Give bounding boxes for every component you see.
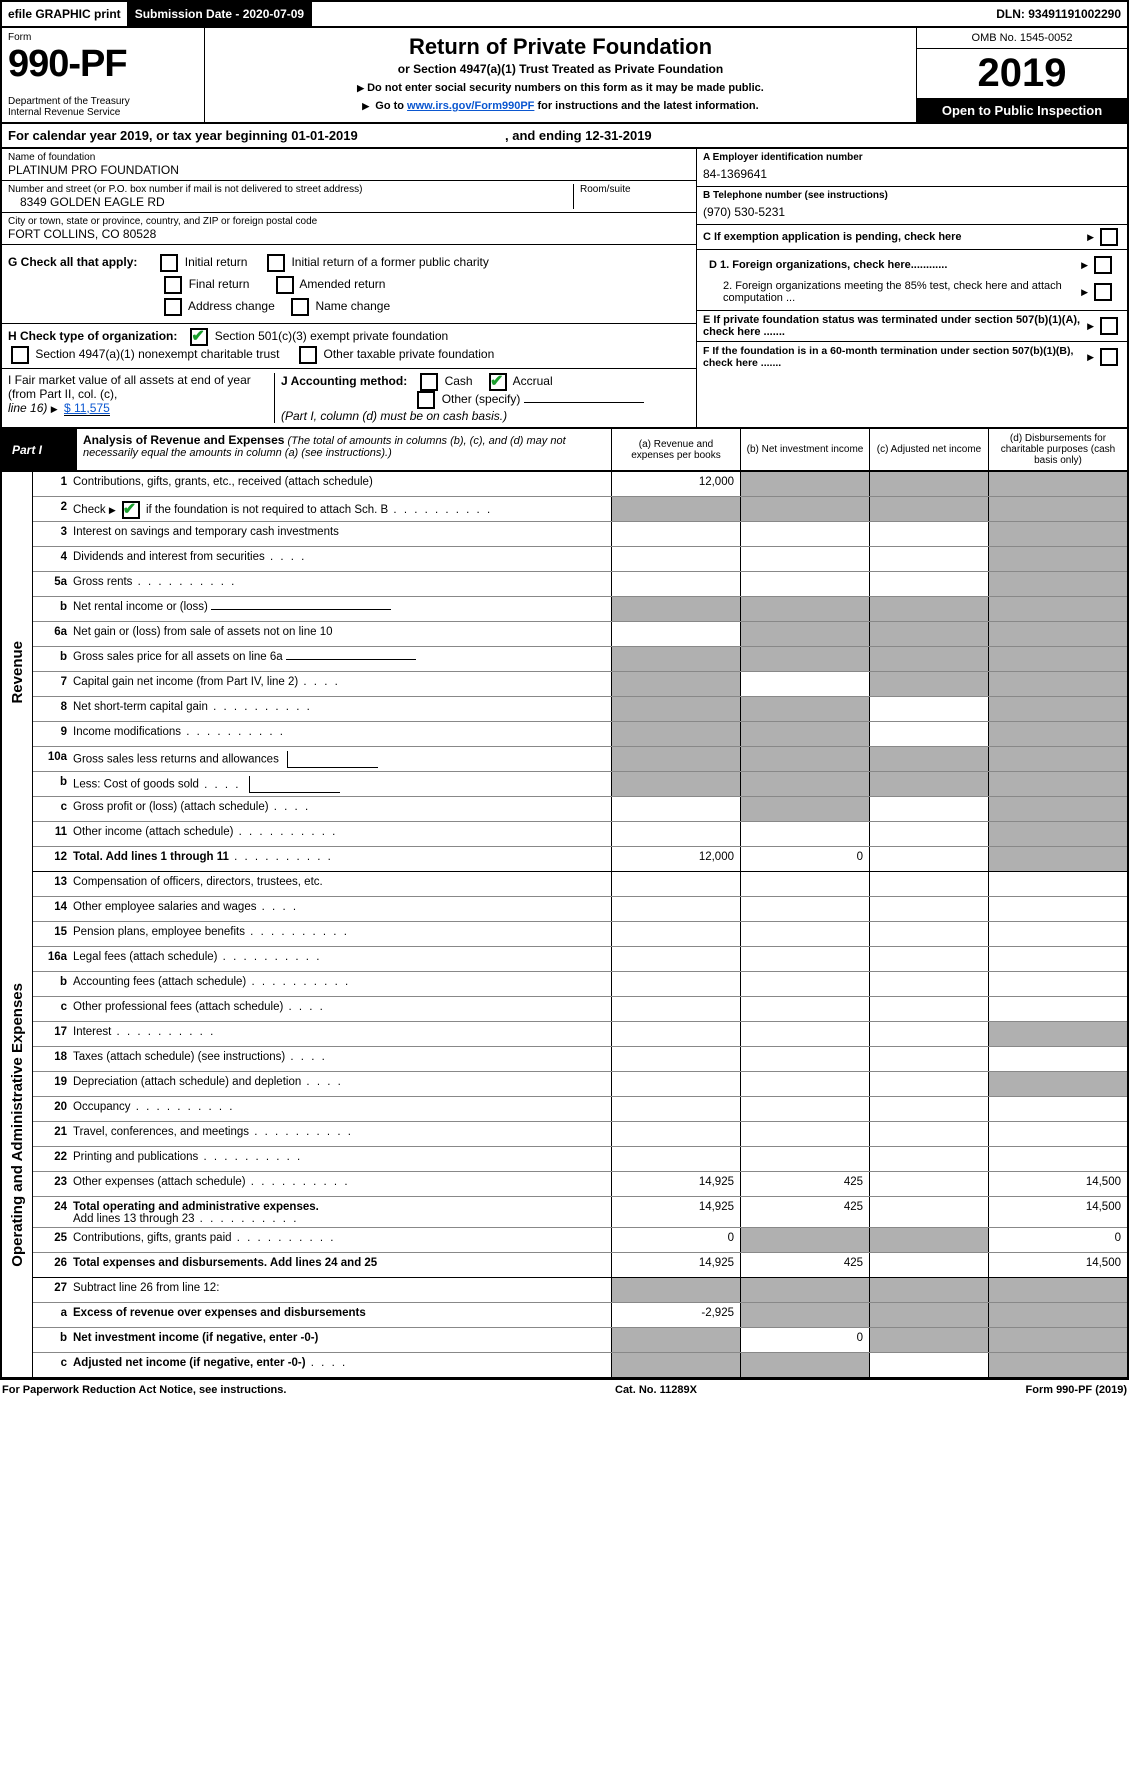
d2-label: 2. Foreign organizations meeting the 85%… [709, 280, 1081, 304]
expenses-label: Operating and Administrative Expenses [9, 983, 26, 1267]
form-header: Form 990-PF Department of the Treasury I… [0, 28, 1129, 124]
efile-tag: efile GRAPHIC print [2, 2, 129, 26]
top-bar: efile GRAPHIC print Submission Date - 20… [0, 0, 1129, 28]
instr-2: Go to www.irs.gov/Form990PF for instruct… [215, 100, 906, 112]
cb-schb[interactable] [122, 501, 140, 519]
fmv-link[interactable]: $ 11,575 [64, 401, 110, 416]
phone-label: B Telephone number (see instructions) [703, 190, 1121, 201]
cb-initial-former[interactable] [267, 254, 285, 272]
col-a-header: (a) Revenue and expenses per books [611, 429, 740, 470]
paperwork-notice: For Paperwork Reduction Act Notice, see … [2, 1384, 286, 1396]
ein-value: 84-1369641 [703, 163, 1121, 183]
section-h: H Check type of organization: Section 50… [2, 323, 696, 368]
catalog-no: Cat. No. 11289X [615, 1384, 697, 1396]
col-b-header: (b) Net investment income [740, 429, 869, 470]
cb-final-return[interactable] [164, 276, 182, 294]
address: 8349 GOLDEN EAGLE RD [8, 195, 567, 209]
city-label: City or town, state or province, country… [8, 216, 690, 227]
submission-date: Submission Date - 2020-07-09 [129, 2, 312, 26]
expenses-section: Operating and Administrative Expenses 13… [0, 872, 1129, 1379]
cb-4947[interactable] [11, 346, 29, 364]
form-ref: Form 990-PF (2019) [1026, 1384, 1128, 1396]
room-label: Room/suite [580, 184, 690, 195]
cb-501c3[interactable] [190, 328, 208, 346]
open-to-public: Open to Public Inspection [917, 99, 1127, 122]
name-label: Name of foundation [8, 152, 690, 163]
tax-year: 2019 [917, 49, 1127, 99]
form-number: 990-PF [8, 43, 198, 86]
address-label: Number and street (or P.O. box number if… [8, 184, 567, 195]
revenue-section: Revenue 1Contributions, gifts, grants, e… [0, 472, 1129, 872]
form-word: Form [8, 32, 198, 43]
revenue-label: Revenue [9, 641, 26, 704]
dept-treasury: Department of the Treasury [8, 96, 130, 107]
f-label: F If the foundation is in a 60-month ter… [703, 345, 1087, 369]
d1-label: D 1. Foreign organizations, check here..… [709, 259, 1081, 271]
irs-label: Internal Revenue Service [8, 107, 120, 118]
identity-block: Name of foundation PLATINUM PRO FOUNDATI… [0, 149, 1129, 429]
page-footer: For Paperwork Reduction Act Notice, see … [0, 1379, 1129, 1400]
part1-tag: Part I [2, 429, 77, 470]
c-label: C If exemption application is pending, c… [703, 231, 1087, 243]
cb-cash[interactable] [420, 373, 438, 391]
cb-address-change[interactable] [164, 298, 182, 316]
dln: DLN: 93491191002290 [990, 2, 1127, 26]
section-g: G Check all that apply: Initial return I… [2, 245, 696, 323]
col-c-header: (c) Adjusted net income [869, 429, 988, 470]
city-value: FORT COLLINS, CO 80528 [8, 227, 690, 241]
cb-accrual[interactable] [489, 373, 507, 391]
col-d-header: (d) Disbursements for charitable purpose… [988, 429, 1127, 470]
cb-name-change[interactable] [291, 298, 309, 316]
e-label: E If private foundation status was termi… [703, 314, 1087, 338]
instr-1: Do not enter social security numbers on … [215, 82, 906, 94]
irs-link[interactable]: www.irs.gov/Form990PF [407, 100, 534, 112]
part1-header: Part I Analysis of Revenue and Expenses … [0, 429, 1129, 472]
cb-d1[interactable] [1094, 256, 1112, 274]
omb-number: OMB No. 1545-0052 [917, 28, 1127, 49]
phone-value: (970) 530-5231 [703, 201, 1121, 221]
cb-amended[interactable] [276, 276, 294, 294]
foundation-name: PLATINUM PRO FOUNDATION [8, 163, 690, 177]
cb-d2[interactable] [1094, 283, 1112, 301]
cb-f[interactable] [1100, 348, 1118, 366]
calendar-year-row: For calendar year 2019, or tax year begi… [0, 124, 1129, 149]
cb-e[interactable] [1100, 317, 1118, 335]
cb-other-method[interactable] [417, 391, 435, 409]
cb-other-taxable[interactable] [299, 346, 317, 364]
ein-label: A Employer identification number [703, 152, 1121, 163]
form-title: Return of Private Foundation [215, 34, 906, 60]
form-subtitle: or Section 4947(a)(1) Trust Treated as P… [215, 62, 906, 76]
section-ij: I Fair market value of all assets at end… [2, 368, 696, 427]
cb-c[interactable] [1100, 228, 1118, 246]
cb-initial-return[interactable] [160, 254, 178, 272]
